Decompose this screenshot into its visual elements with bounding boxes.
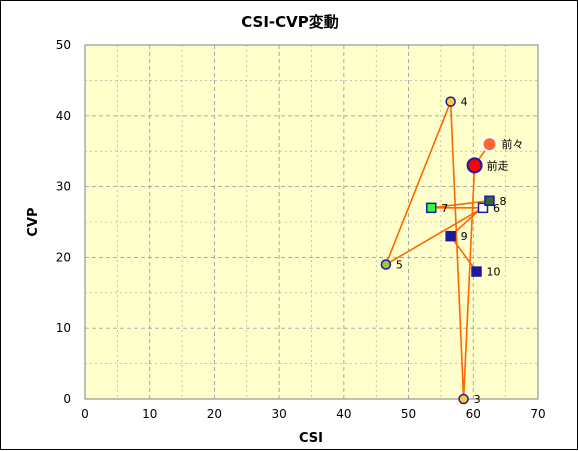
series-line [384,101,492,400]
y-tick-label: 10 [56,321,71,335]
data-point-10 [471,266,482,277]
data-label-3: 3 [474,393,481,406]
data-point-4 [445,96,456,107]
x-tick-label: 0 [81,407,89,421]
y-axis-ticks: 0 10 20 30 40 50 [56,38,71,406]
chart-title: CSI-CVP変動 [241,13,339,31]
y-tick-label: 0 [63,392,71,406]
data-label-10: 10 [487,266,501,279]
data-label-7: 7 [441,202,448,215]
data-point-6 [477,202,489,214]
data-point-8 [484,195,495,207]
y-axis-title: CVP [26,207,41,236]
x-tick-label: 40 [336,407,351,421]
y-tick-label: 50 [56,38,71,52]
data-label-2: 前走 [487,158,509,172]
x-tick-label: 30 [272,407,287,421]
y-tick-label: 20 [56,250,71,264]
x-axis-title: CSI [299,431,323,446]
x-axis-ticks: 0 10 20 30 40 50 60 70 [81,407,545,421]
grid-lines [85,45,538,399]
x-tick-label: 60 [466,407,481,421]
data-point-7 [425,202,437,214]
data-label-8: 8 [499,195,506,208]
data-point-2 [466,157,483,174]
x-tick-label: 10 [142,407,157,421]
y-tick-label: 30 [56,180,71,194]
data-label-1: 前々 [501,137,523,151]
data-label-6: 6 [493,202,500,215]
data-point-9 [445,230,456,242]
data-point-3 [458,393,469,405]
y-tick-label: 40 [56,109,71,123]
data-label-5: 5 [396,258,403,271]
data-point-1 [481,136,498,153]
x-tick-label: 20 [207,407,222,421]
data-label-4: 4 [461,96,468,109]
x-tick-label: 50 [401,407,416,421]
x-tick-label: 70 [530,407,545,421]
data-point-5 [380,259,392,270]
data-label-9: 9 [461,230,468,243]
